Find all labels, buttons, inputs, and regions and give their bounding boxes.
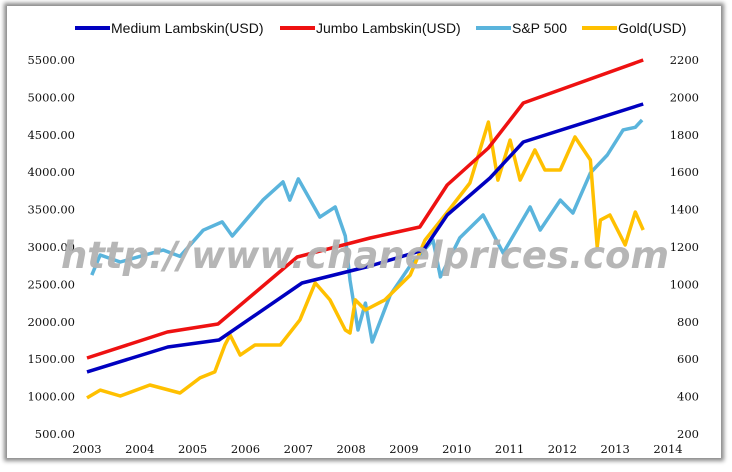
x-tick-label: 2006 — [231, 442, 260, 456]
legend-item: Jumbo Lambskin(USD) — [280, 20, 461, 36]
series-line-0 — [86, 102, 644, 374]
y-left-tick-label: 1500.00 — [27, 352, 75, 366]
series-lines — [86, 58, 645, 400]
y-left-tick-label: 5000.00 — [27, 90, 75, 104]
x-tick-label: 2011 — [495, 442, 524, 456]
y-left-tick-label: 3000.00 — [27, 240, 75, 254]
y-right-tick-label: 1600 — [670, 165, 699, 179]
y-left-tick-label: 1000.00 — [27, 390, 75, 404]
legend-label: Jumbo Lambskin(USD) — [316, 20, 461, 36]
y-axis-right: 200 400 600 800 1000 1200 1400 1600 1800 2000 2200 — [670, 53, 699, 441]
x-tick-label: 2009 — [389, 442, 418, 456]
legend-label: Gold(USD) — [618, 20, 686, 36]
series-line-3 — [86, 120, 645, 400]
x-tick-label: 2003 — [72, 442, 101, 456]
series-line-2 — [90, 118, 644, 344]
x-tick-label: 2005 — [178, 442, 207, 456]
x-tick-label: 2007 — [284, 442, 313, 456]
x-tick-label: 2014 — [653, 442, 682, 456]
x-tick-label: 2008 — [336, 442, 365, 456]
legend-item: Gold(USD) — [582, 20, 686, 36]
y-right-tick-label: 2000 — [670, 90, 699, 104]
y-right-tick-label: 400 — [677, 390, 699, 404]
x-tick-label: 2012 — [548, 442, 577, 456]
y-axis-left: 500.00 1000.00 1500.00 2000.00 2500.00 3000.0… — [27, 53, 75, 441]
watermark: http://www.chanelprices.com — [61, 234, 669, 277]
y-right-tick-label: 2200 — [670, 53, 699, 67]
legend-item: Medium Lambskin(USD) — [75, 20, 263, 36]
y-right-tick-label: 1200 — [670, 240, 699, 254]
y-right-tick-label: 1000 — [670, 277, 699, 291]
legend: Medium Lambskin(USD) Jumbo Lambskin(USD) S… — [75, 20, 686, 36]
x-tick-label: 2010 — [442, 442, 471, 456]
x-tick-label: 2013 — [601, 442, 630, 456]
x-tick-label: 2004 — [125, 442, 154, 456]
y-right-tick-label: 1400 — [670, 203, 699, 217]
y-right-tick-label: 1800 — [670, 128, 699, 142]
y-left-tick-label: 4500.00 — [27, 128, 75, 142]
chart-frame — [7, 6, 721, 458]
y-left-tick-label: 5500.00 — [27, 53, 75, 67]
legend-label: S&P 500 — [512, 20, 567, 36]
legend-item: S&P 500 — [476, 20, 567, 36]
y-right-tick-label: 800 — [677, 315, 699, 329]
y-right-tick-label: 200 — [677, 427, 699, 441]
y-left-tick-label: 500.00 — [35, 427, 75, 441]
x-axis: 2003 2004 2005 2006 2007 2008 2009 2010 2011 2012… — [72, 442, 682, 456]
y-left-tick-label: 2500.00 — [27, 277, 75, 291]
y-left-tick-label: 2000.00 — [27, 315, 75, 329]
y-left-tick-label: 3500.00 — [27, 203, 75, 217]
y-left-tick-label: 4000.00 — [27, 165, 75, 179]
series-line-1 — [86, 58, 644, 360]
legend-label: Medium Lambskin(USD) — [111, 20, 263, 36]
y-right-tick-label: 600 — [677, 352, 699, 366]
